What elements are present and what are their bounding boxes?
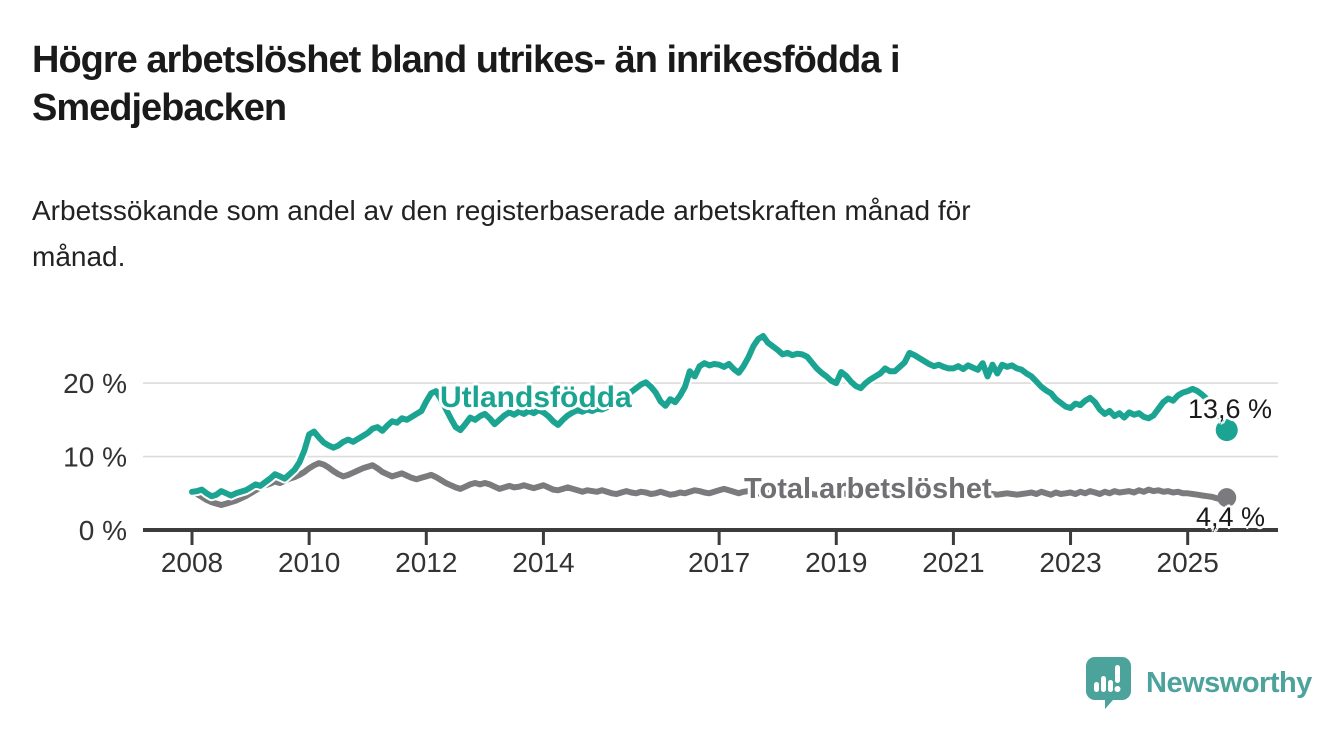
title-line-2: Smedjebacken: [32, 87, 287, 129]
end-dot-utlandsfodda: [1215, 419, 1238, 442]
x-tick-label: 2025: [1157, 547, 1219, 578]
line-total-arbetsloshet: [189, 460, 1230, 508]
x-tick-label: 2023: [1039, 547, 1101, 578]
end-dot-total-arbetsloshet: [1217, 488, 1237, 508]
newsworthy-logo-icon: [1086, 657, 1131, 709]
end-value-label-utlandsfodda: 13,6 %: [1188, 394, 1273, 424]
x-tick-label: 2012: [395, 547, 457, 578]
series-label-utlandsfodda: Utlandsfödda: [440, 381, 632, 414]
end-value-label-total: 4,4 %: [1196, 502, 1266, 532]
newsworthy-logo: Newsworthy: [1085, 656, 1312, 709]
chart-subtitle: Arbetssökande som andel av den registerb…: [32, 188, 1302, 280]
y-tick-label: 10 %: [63, 442, 127, 473]
line-casing-total-arbetsloshet: [187, 458, 1232, 510]
y-tick-label: 20 %: [63, 368, 127, 399]
x-tick-label: 2010: [278, 547, 340, 578]
logo-bar-2: [1101, 676, 1106, 692]
y-tick-label: 0 %: [79, 515, 127, 546]
logo-bar-1: [1094, 682, 1099, 692]
newsworthy-logo-text: Newsworthy: [1146, 666, 1312, 699]
logo-exclamation-bar: [1115, 665, 1120, 683]
x-tick-label: 2017: [688, 547, 750, 578]
x-tick-label: 2008: [161, 547, 223, 578]
x-tick-label: 2021: [922, 547, 984, 578]
page-title: Högre arbetslöshet bland utrikes- än inr…: [32, 36, 1302, 132]
dot-leader-utlandsfodda: [1205, 409, 1222, 426]
subtitle-line-1: Arbetssökande som andel av den registerb…: [32, 195, 971, 226]
logo-exclamation-dot: [1114, 686, 1121, 692]
logo-bar-3: [1108, 680, 1113, 692]
line-utlandsfodda: [189, 333, 1230, 500]
subtitle-line-2: månad.: [32, 241, 126, 272]
x-tick-label: 2019: [805, 547, 867, 578]
x-tick-label: 2014: [512, 547, 574, 578]
title-line-1: Högre arbetslöshet bland utrikes- än inr…: [32, 39, 901, 81]
series-label-total-arbetsloshet: Total arbetslöshet: [744, 473, 992, 505]
